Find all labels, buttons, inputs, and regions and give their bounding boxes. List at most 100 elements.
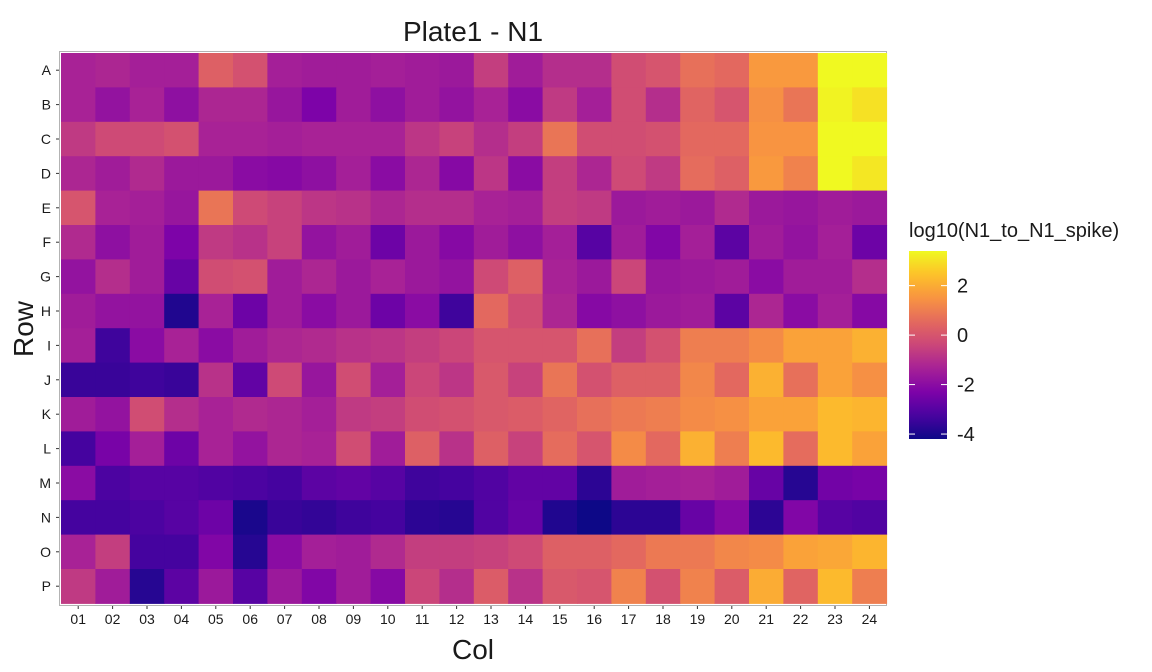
heatmap-cell-L21: [749, 431, 784, 467]
heatmap-cell-A16: [577, 53, 612, 88]
heatmap-cell-K22: [783, 397, 819, 432]
heatmap-cell-J19: [680, 362, 716, 398]
heatmap-cell-H09: [336, 293, 372, 329]
heatmap-cell-A21: [749, 53, 784, 88]
heatmap-cell-L14: [508, 431, 544, 467]
heatmap-cell-N13: [473, 500, 509, 536]
heatmap-cell-O24: [852, 534, 888, 570]
heatmap-cell-F02: [95, 225, 131, 260]
legend-title: log10(N1_to_N1_spike): [909, 220, 1119, 242]
heatmap-cell-J09: [336, 362, 372, 398]
heatmap-cell-O08: [301, 534, 337, 570]
heatmap-cell-E10: [370, 190, 406, 226]
heatmap-cell-D07: [267, 156, 303, 192]
heatmap-cell-A13: [473, 53, 509, 88]
heatmap-cell-A14: [508, 53, 544, 88]
heatmap-cell-G15: [542, 259, 578, 295]
heatmap-cell-J15: [542, 362, 578, 398]
heatmap-cell-D16: [577, 156, 612, 192]
heatmap-cell-O02: [95, 534, 131, 570]
heatmap-cell-F20: [714, 225, 750, 260]
heatmap-cell-H03: [129, 293, 165, 329]
heatmap-cell-D08: [301, 156, 337, 192]
heatmap-cell-C14: [508, 121, 544, 157]
heatmap-cell-F07: [267, 225, 303, 260]
heatmap-cell-G18: [645, 259, 681, 295]
heatmap-cell-G20: [714, 259, 750, 295]
heatmap-cell-P10: [370, 569, 406, 604]
heatmap-cell-P03: [129, 569, 165, 604]
heatmap-cell-G03: [129, 259, 165, 295]
heatmap-cell-K17: [611, 397, 647, 432]
heatmap-cell-P21: [749, 569, 784, 604]
heatmap-cell-B23: [817, 87, 853, 123]
heatmap-cell-N01: [61, 500, 96, 536]
x-axis-title: Col: [452, 634, 494, 665]
heatmap-cell-L15: [542, 431, 578, 467]
heatmap-cell-P24: [852, 569, 888, 604]
heatmap-cell-C21: [749, 121, 784, 157]
heatmap-cell-H17: [611, 293, 647, 329]
heatmap-cell-P07: [267, 569, 303, 604]
heatmap-cell-G14: [508, 259, 544, 295]
heatmap-cell-C05: [198, 121, 234, 157]
heatmap-cell-A01: [61, 53, 96, 88]
heatmap-cell-D02: [95, 156, 131, 192]
heatmap-cell-J13: [473, 362, 509, 398]
heatmap-cell-K15: [542, 397, 578, 432]
heatmap-cell-B14: [508, 87, 544, 123]
heatmap-cell-I05: [198, 328, 234, 364]
heatmap-cell-P13: [473, 569, 509, 604]
heatmap-cell-K13: [473, 397, 509, 432]
heatmap-cell-M08: [301, 465, 337, 501]
heatmap-cell-L07: [267, 431, 303, 467]
heatmap-cell-A24: [852, 53, 888, 88]
heatmap-cell-L02: [95, 431, 131, 467]
heatmap-cell-M05: [198, 465, 234, 501]
heatmap-cell-M13: [473, 465, 509, 501]
heatmap-cell-F14: [508, 225, 544, 260]
heatmap-cell-C20: [714, 121, 750, 157]
heatmap-cell-D03: [129, 156, 165, 192]
x-tick-label: 09: [346, 611, 362, 627]
x-tick-labels: 01 02 03 04 05 06 07 08 09 10 11 12 13 14 15 16 17 18 19 20…: [70, 606, 877, 627]
heatmap-cell-C04: [164, 121, 200, 157]
heatmap-cell-L12: [439, 431, 475, 467]
heatmap-cell-E18: [645, 190, 681, 226]
heatmap-cell-E08: [301, 190, 337, 226]
heatmap-cell-K08: [301, 397, 337, 432]
heatmap-cell-N16: [577, 500, 612, 536]
heatmap-cell-C22: [783, 121, 819, 157]
heatmap-cell-L11: [405, 431, 440, 467]
heatmap-cell-N18: [645, 500, 681, 536]
heatmap-cell-A03: [129, 53, 165, 88]
heatmap-cell-P04: [164, 569, 200, 604]
heatmap-cell-N17: [611, 500, 647, 536]
x-tick-label: 21: [758, 611, 774, 627]
heatmap-cell-M01: [61, 465, 96, 501]
heatmap-cell-F08: [301, 225, 337, 260]
heatmap-cell-C18: [645, 121, 681, 157]
x-tick-label: 11: [415, 611, 430, 627]
heatmap-cell-L16: [577, 431, 612, 467]
heatmap-cell-N12: [439, 500, 475, 536]
heatmap-cell-C03: [129, 121, 165, 157]
heatmap-cell-G13: [473, 259, 509, 295]
heatmap-cell-H23: [817, 293, 853, 329]
heatmap-cell-J02: [95, 362, 131, 398]
heatmap-cell-H16: [577, 293, 612, 329]
heatmap-cell-O22: [783, 534, 819, 570]
heatmap-cell-A06: [233, 53, 268, 88]
heatmap-cell-L20: [714, 431, 750, 467]
heatmap-cell-E11: [405, 190, 440, 226]
heatmap-cell-M12: [439, 465, 475, 501]
y-tick-label: G: [40, 269, 51, 285]
heatmap-cell-H19: [680, 293, 716, 329]
heatmap-cell-A07: [267, 53, 303, 88]
heatmap-cell-A12: [439, 53, 475, 88]
heatmap-cell-G02: [95, 259, 131, 295]
heatmap-cell-I03: [129, 328, 165, 364]
heatmap-cell-F24: [852, 225, 888, 260]
heatmap-cell-M24: [852, 465, 888, 501]
